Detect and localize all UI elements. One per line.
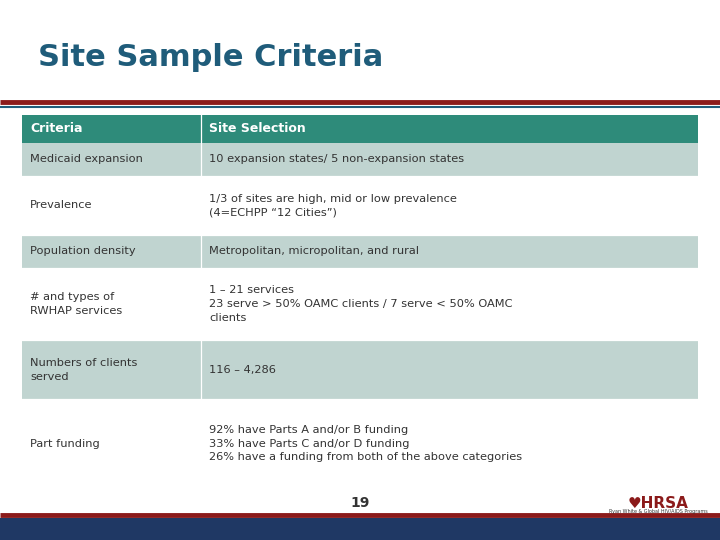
Bar	[22, 115, 698, 143]
Text: 116 – 4,286: 116 – 4,286	[209, 364, 276, 375]
Bar	[22, 143, 698, 176]
Text: Ryan White & Global HIV/AIDS Programs: Ryan White & Global HIV/AIDS Programs	[608, 510, 707, 515]
Text: Medicaid expansion: Medicaid expansion	[30, 154, 143, 164]
Text: Prevalence: Prevalence	[30, 200, 92, 211]
Text: # and types of
RWHAP services: # and types of RWHAP services	[30, 292, 122, 316]
Text: 1 – 21 services
23 serve > 50% OAMC clients / 7 serve < 50% OAMC
clients: 1 – 21 services 23 serve > 50% OAMC clie…	[209, 286, 513, 322]
Bar	[22, 399, 698, 488]
Bar	[22, 268, 698, 340]
Text: Metropolitan, micropolitan, and rural: Metropolitan, micropolitan, and rural	[209, 246, 419, 256]
Text: 92% have Parts A and/or B funding
33% have Parts C and/or D funding
26% have a f: 92% have Parts A and/or B funding 33% ha…	[209, 425, 522, 462]
Bar	[22, 235, 698, 268]
Text: Criteria: Criteria	[30, 123, 83, 136]
Text: Site Selection: Site Selection	[209, 123, 306, 136]
Text: ♥HRSA: ♥HRSA	[628, 496, 688, 510]
Bar	[22, 340, 698, 399]
Text: 1/3 of sites are high, mid or low prevalence
(4=ECHPP “12 Cities”): 1/3 of sites are high, mid or low preval…	[209, 194, 457, 217]
Text: 19: 19	[351, 496, 369, 510]
Text: Population density: Population density	[30, 246, 135, 256]
Text: Site Sample Criteria: Site Sample Criteria	[38, 44, 383, 72]
Bar	[0, 518, 720, 540]
Bar	[22, 176, 698, 235]
Text: Part funding: Part funding	[30, 438, 100, 449]
Text: Numbers of clients
served: Numbers of clients served	[30, 358, 138, 382]
Text: 10 expansion states/ 5 non-expansion states: 10 expansion states/ 5 non-expansion sta…	[209, 154, 464, 164]
